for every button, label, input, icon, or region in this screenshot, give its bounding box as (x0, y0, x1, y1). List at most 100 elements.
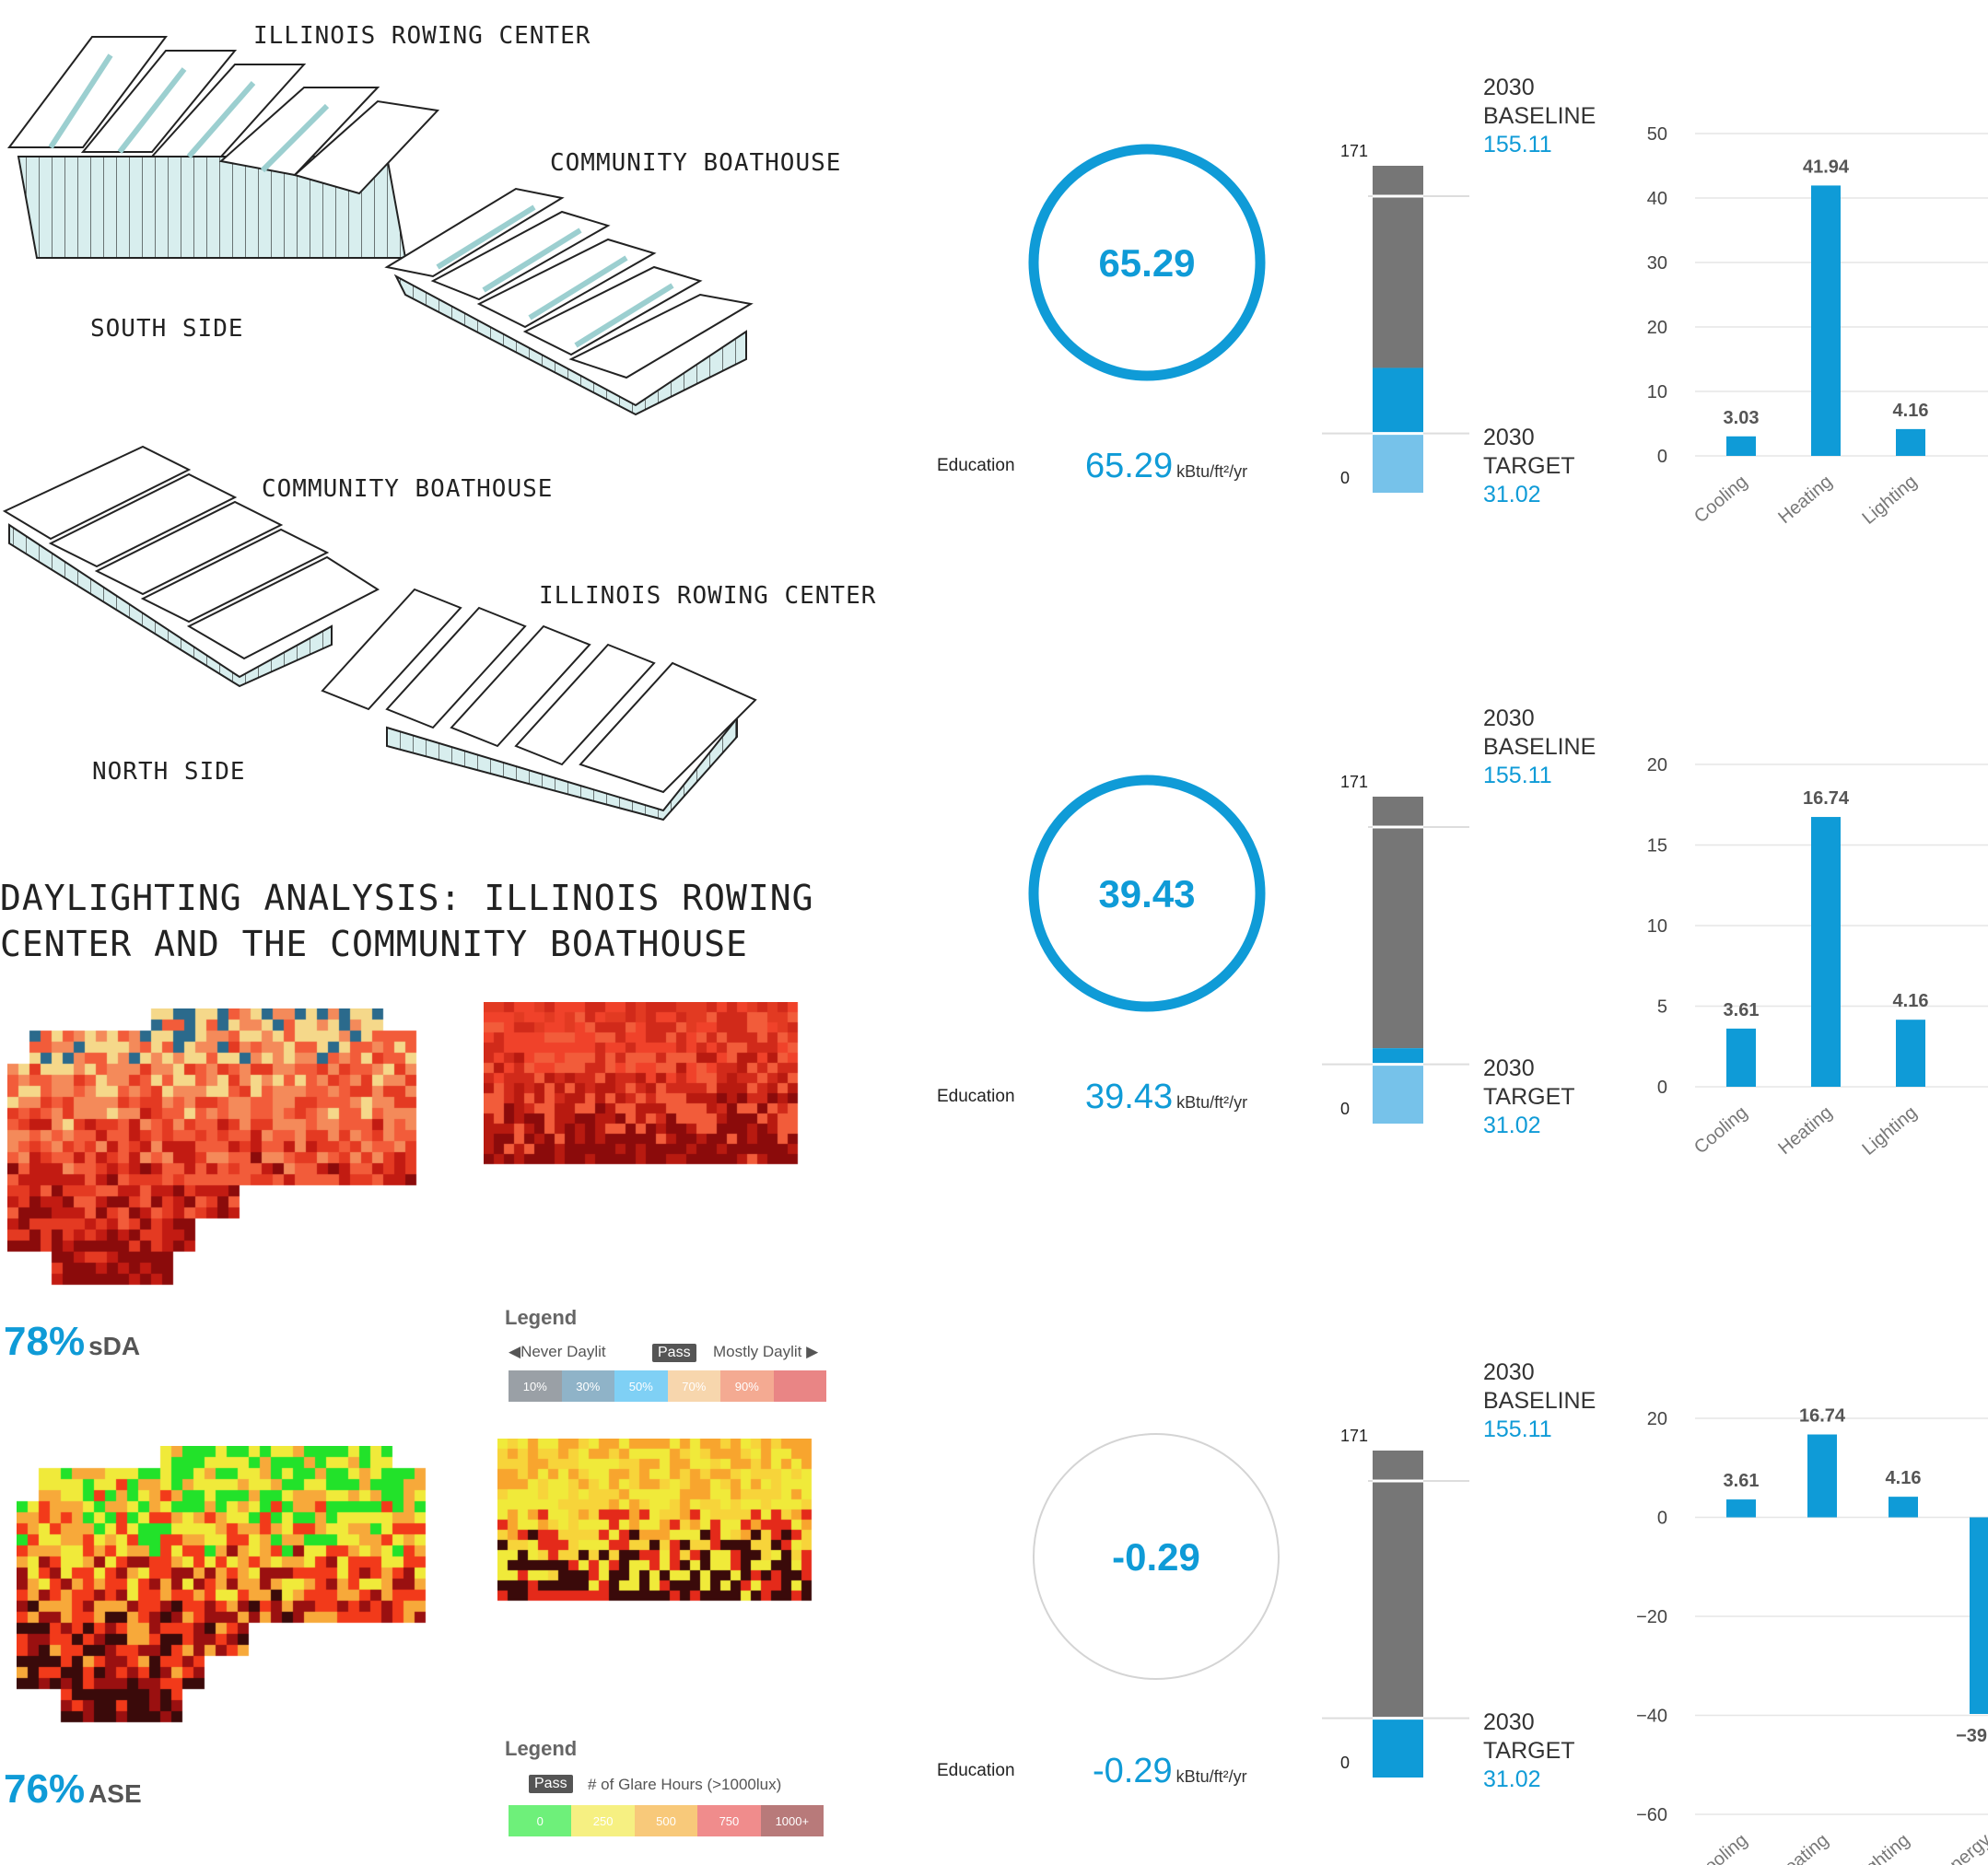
stack-max-label: 171 (1340, 1427, 1368, 1445)
eui-gauge: -0.29 (1033, 1433, 1280, 1680)
sda-heatmap-boathouse (484, 1002, 806, 1168)
baseline-2030-caption: 2030 (1483, 705, 1535, 731)
category-label: energy (1938, 1830, 1988, 1865)
category-label: Lighting (1858, 1102, 1921, 1160)
eui-number: 65.29 (1085, 447, 1174, 485)
gauge-value: -0.29 (1112, 1535, 1200, 1579)
eui-value: 39.43 kBtu/ft²/yr (1085, 1078, 1247, 1117)
gauge-value: 39.43 (1098, 872, 1195, 915)
building-type-label: Education (937, 1087, 1015, 1106)
target-2030-caption: TARGET (1483, 453, 1575, 479)
baseline-2030-value: 155.11 (1483, 763, 1552, 788)
baseline-2030-caption: 2030 (1483, 75, 1535, 100)
eui-number: -0.29 (1093, 1752, 1173, 1790)
bar-lighting (1889, 1497, 1918, 1518)
ase-legend-bin-4: 1000+ (760, 1805, 824, 1836)
category-label: Lighting (1858, 472, 1921, 529)
bar-lighting (1896, 1020, 1925, 1087)
target-2030-value: 31.02 (1483, 482, 1541, 507)
bar-value-label: 41.94 (1803, 157, 1850, 177)
y-tick-label: 0 (1657, 1078, 1667, 1098)
ase-legend-bin-1: 250 (571, 1805, 635, 1836)
baseline-2030-caption: 2030 (1483, 1359, 1535, 1385)
eui-unit: kBtu/ft²/yr (1176, 462, 1248, 481)
gauge-ring (1033, 1433, 1280, 1680)
stack-max-label: 171 (1340, 142, 1368, 160)
stack-above-target (1373, 1048, 1423, 1065)
bar-value-label: 4.16 (1893, 991, 1929, 1011)
stack-min-label: 0 (1340, 1754, 1350, 1772)
building-type-label: Education (937, 456, 1015, 475)
baseline-2030-caption: BASELINE (1483, 734, 1596, 760)
south-boathouse-drawing (384, 187, 754, 416)
bar-value-label: 16.74 (1799, 1406, 1846, 1427)
y-tick-label: 20 (1647, 755, 1667, 775)
label-south-boathouse: COMMUNITY BOATHOUSE (550, 149, 842, 177)
y-tick-label: 15 (1647, 836, 1667, 857)
stack-max-label: 171 (1340, 773, 1368, 791)
ase-legend-bar: 0 250 500 750 1000+ (509, 1805, 824, 1836)
target-2030-caption: 2030 (1483, 1055, 1535, 1081)
sda-legend-pass: Pass (652, 1343, 696, 1362)
sda-legend-bar: 10% 30% 50% 70% 90% (509, 1370, 826, 1402)
ase-pass-tag: Pass (529, 1775, 573, 1793)
target-2030-value: 31.02 (1483, 1766, 1541, 1792)
daylighting-heading: DAYLIGHTING ANALYSIS: ILLINOIS ROWING CE… (0, 875, 921, 967)
eui-unit: kBtu/ft²/yr (1175, 1767, 1247, 1786)
sda-label: sDA (88, 1332, 141, 1360)
stack-min-label: 0 (1340, 469, 1350, 487)
y-tick-label: −20 (1636, 1607, 1667, 1627)
sda-legend-bin-0: 10% (509, 1370, 562, 1402)
label-south-rowing-center: ILLINOIS ROWING CENTER (253, 22, 591, 50)
eui-gauge: 65.29 (1028, 144, 1266, 381)
bar-energy (1970, 1517, 1988, 1714)
eui-value: 65.29 kBtu/ft²/yr (1085, 447, 1247, 486)
baseline-2030: 2030 BASELINE 155.11 (1483, 705, 1596, 790)
target-2030: 2030 TARGET 31.02 (1483, 1055, 1575, 1140)
stack-above-target (1373, 367, 1423, 434)
north-rowing-center-drawing (321, 588, 757, 822)
category-label: Lighting (1851, 1830, 1913, 1865)
sda-legend-bin-3: 70% (667, 1370, 720, 1402)
ase-metric: 76% ASE (4, 1766, 142, 1813)
ase-legend-pass: Pass (529, 1774, 573, 1793)
y-tick-label: 50 (1647, 124, 1667, 145)
south-rowing-center-drawing (7, 36, 440, 259)
ase-legend-bin-2: 500 (634, 1805, 698, 1836)
target-2030-caption: TARGET (1483, 1084, 1575, 1110)
sda-metric: 78% sDA (4, 1319, 140, 1365)
target-2030-caption: 2030 (1483, 1709, 1535, 1735)
stack-below-target (1373, 1718, 1423, 1778)
bar-value-label: 4.16 (1886, 1468, 1922, 1488)
baseline-2030-value: 155.11 (1483, 132, 1552, 157)
north-boathouse-drawing (2, 445, 380, 688)
gauge-ring (1028, 775, 1266, 1012)
heading-line-1: DAYLIGHTING ANALYSIS: ILLINOIS ROWING (0, 878, 814, 918)
bar-value-label: 4.16 (1893, 401, 1929, 421)
sda-legend-bin-2: 50% (614, 1370, 668, 1402)
stack-min-label: 0 (1340, 1100, 1350, 1118)
label-north-rowing-center: ILLINOIS ROWING CENTER (539, 582, 877, 610)
category-label: Cooling (1690, 472, 1751, 527)
target-2030-caption: TARGET (1483, 1738, 1575, 1764)
bar-value-label: 3.61 (1724, 1000, 1760, 1020)
sda-legend-bin-4: 90% (720, 1370, 774, 1402)
target-2030-value: 31.02 (1483, 1113, 1541, 1138)
baseline-2030-value: 155.11 (1483, 1416, 1552, 1442)
gauge-value: 65.29 (1098, 241, 1195, 285)
y-tick-label: 40 (1647, 189, 1667, 209)
bar-heating (1811, 817, 1841, 1087)
ase-legend-bin-3: 750 (697, 1805, 761, 1836)
baseline-2030-caption: BASELINE (1483, 1388, 1596, 1414)
bar-heating (1807, 1434, 1837, 1518)
stack-remaining (1373, 166, 1423, 368)
target-2030: 2030 TARGET 31.02 (1483, 1708, 1575, 1794)
label-south-side: SOUTH SIDE (90, 315, 244, 343)
category-label: Cooling (1690, 1830, 1751, 1865)
end-use-bar-chart: −60 −40 −20 0 20 3.61 Cooling 16.74 Heating 4.16 L… (1636, 1406, 1988, 1865)
bar-cooling (1726, 436, 1756, 456)
sda-value: 78% (4, 1319, 86, 1364)
bar-value-label: 16.74 (1803, 788, 1850, 809)
baseline-2030: 2030 BASELINE 155.11 (1483, 74, 1596, 159)
